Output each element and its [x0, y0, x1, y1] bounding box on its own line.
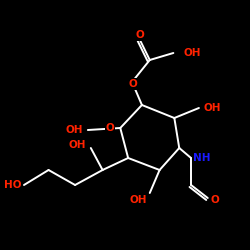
Text: OH: OH: [66, 125, 83, 135]
Text: O: O: [211, 195, 220, 205]
Text: OH: OH: [129, 195, 147, 205]
Text: OH: OH: [68, 140, 86, 150]
Text: OH: OH: [204, 103, 221, 113]
Text: O: O: [129, 79, 138, 89]
Text: OH: OH: [183, 48, 201, 58]
Text: O: O: [106, 123, 114, 133]
Text: HO: HO: [4, 180, 21, 190]
Text: NH: NH: [193, 153, 210, 163]
Text: O: O: [136, 30, 144, 40]
